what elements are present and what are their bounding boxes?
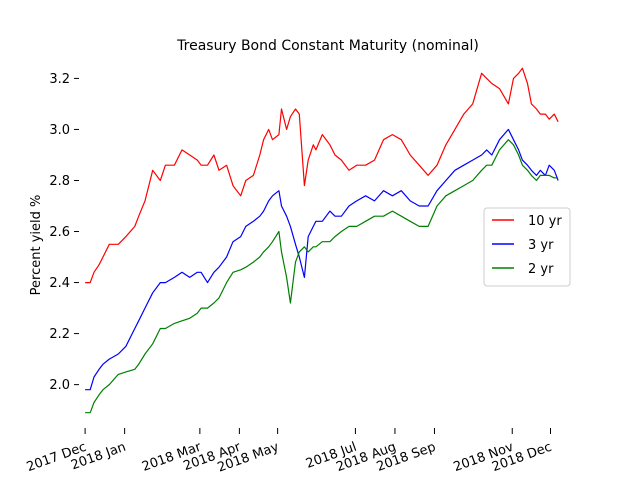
legend-label: 10 yr: [528, 214, 562, 229]
legend-label: 2 yr: [528, 262, 554, 277]
y-tick-label: 2.0: [49, 378, 70, 393]
y-tick-label: 2.8: [49, 174, 70, 189]
chart-title: Treasury Bond Constant Maturity (nominal…: [176, 38, 479, 54]
series-line-3-yr: [85, 128, 559, 391]
legend-box: [483, 207, 571, 287]
plot-lines: [85, 67, 559, 414]
series-line-10-yr: [85, 67, 559, 284]
y-axis-label: Percent yield %: [29, 195, 44, 296]
y-tick-label: 2.6: [49, 225, 70, 240]
y-tick-label: 3.2: [49, 72, 70, 87]
legend-label: 3 yr: [528, 238, 554, 253]
y-tick-label: 2.4: [49, 276, 70, 291]
legend: 10 yr 3 yr 2 yr: [483, 207, 571, 287]
y-tick-label: 2.2: [49, 327, 70, 342]
y-axis: 2.0 2.2 2.4 2.6 2.8 3.0 3.2: [49, 72, 79, 393]
y-tick-label: 3.0: [49, 123, 70, 138]
series-line-2-yr: [85, 139, 559, 414]
